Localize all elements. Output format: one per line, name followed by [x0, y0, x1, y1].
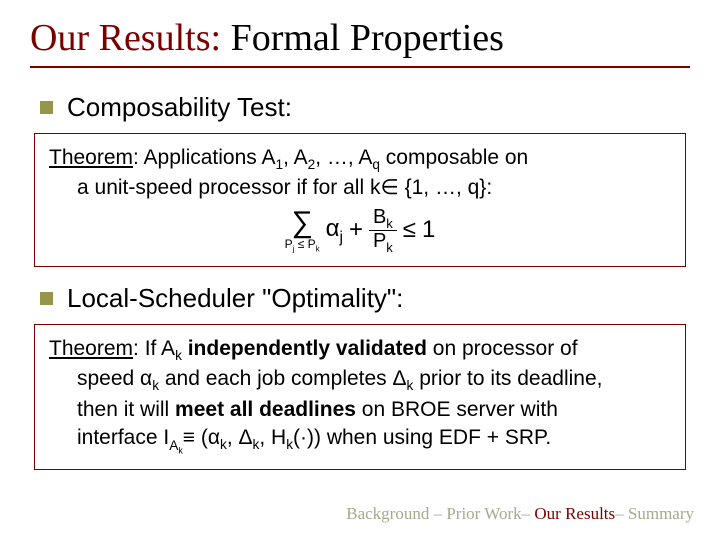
- frac-num: Bk: [369, 207, 397, 231]
- footer-breadcrumb: Background – Prior Work– Our Results– Su…: [346, 504, 694, 524]
- theorem2-line3: then it will meet all deadlines on BROE …: [77, 396, 671, 424]
- square-bullet-icon: [40, 101, 53, 114]
- theorem2-line2: speed αk and each job completes Δk prior…: [77, 365, 671, 396]
- theorem1-line1: Theorem: Applications A1, A2, …, Aq comp…: [49, 144, 671, 175]
- footer-item-active: Our Results: [534, 504, 615, 523]
- slide-title: Our Results: Formal Properties: [30, 18, 690, 60]
- bullet-row-1: Composability Test:: [40, 92, 690, 123]
- title-suffix: Formal Properties: [221, 17, 504, 59]
- sigma-block: ∑ Pj ≤ Pk: [285, 208, 320, 253]
- theorem-label: Theorem: [49, 337, 133, 360]
- bullet-row-2: Local-Scheduler "Optimality":: [40, 283, 690, 314]
- formula-fraction: Bk Pk: [369, 207, 397, 254]
- slide: Our Results: Formal Properties Composabi…: [0, 0, 720, 540]
- sigma-icon: ∑: [291, 208, 312, 238]
- footer-item: Prior Work: [446, 504, 521, 523]
- formula-rhs: 1: [422, 214, 435, 246]
- title-underline: Our Results: Formal Properties: [30, 18, 690, 68]
- theorem1-formula: ∑ Pj ≤ Pk αj + Bk Pk ≤ 1: [49, 207, 671, 254]
- theorem-box-2: Theorem: If Ak independently validated o…: [34, 324, 686, 470]
- footer-item: Summary: [628, 504, 694, 523]
- theorem-label: Theorem: [49, 146, 133, 169]
- sigma-subscript: Pj ≤ Pk: [285, 238, 320, 253]
- formula-alpha: αj: [326, 213, 343, 248]
- theorem1-line2: a unit-speed processor if for all k∈ {1,…: [77, 174, 671, 202]
- theorem2-line1: Theorem: If Ak independently validated o…: [49, 335, 671, 366]
- formula-leq: ≤: [403, 214, 416, 246]
- footer-item: Background: [346, 504, 429, 523]
- title-prefix: Our Results:: [30, 17, 221, 59]
- theorem-box-1: Theorem: Applications A1, A2, …, Aq comp…: [34, 133, 686, 267]
- theorem2-line4: interface IAk≡ (αk, Δk, Hk(·)) when usin…: [77, 424, 671, 457]
- sub-ak: Ak: [169, 438, 183, 453]
- formula-plus: +: [349, 214, 363, 246]
- square-bullet-icon: [40, 292, 53, 305]
- frac-den: Pk: [369, 231, 397, 254]
- bullet-text-1: Composability Test:: [67, 92, 292, 123]
- bullet-text-2: Local-Scheduler "Optimality":: [67, 283, 403, 314]
